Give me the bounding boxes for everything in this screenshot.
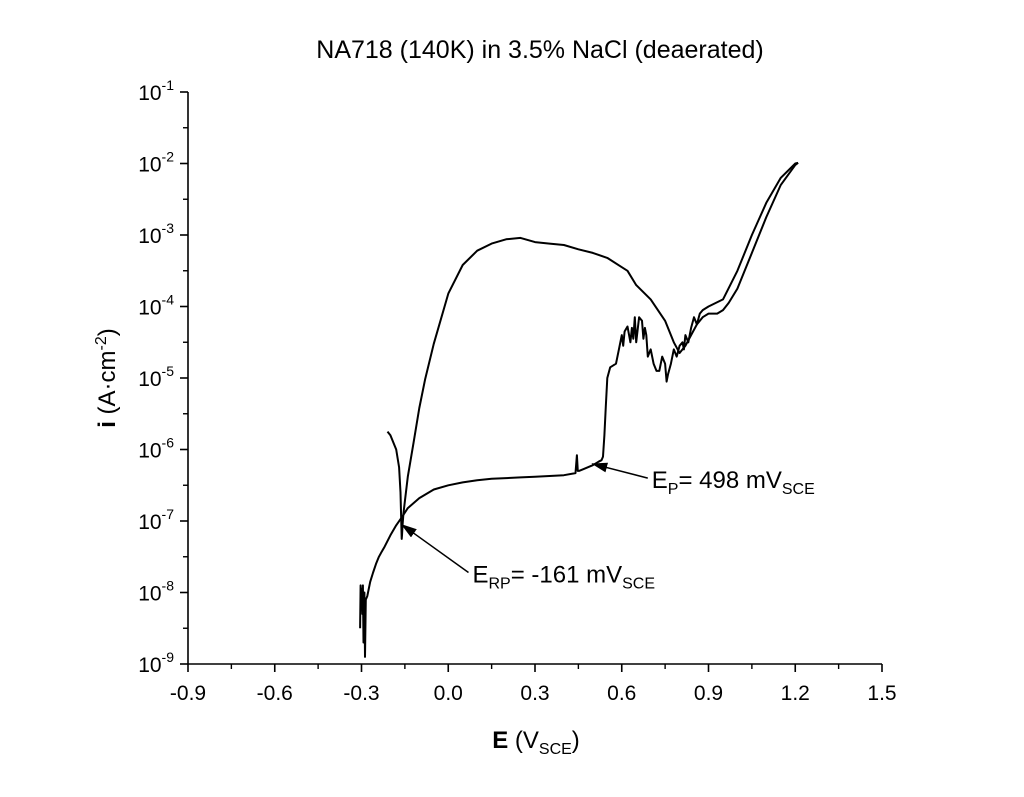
y-tick-label: 10-9 [138,649,174,677]
x-tick-label: 0.0 [434,682,463,705]
x-tick-label: -0.6 [257,682,293,705]
x-ticks: -0.9 -0.6 -0.3 0.0 0.3 0.6 0.9 1.2 1.5 [170,664,897,705]
annotation-arrow [400,523,469,574]
y-tick-label: 10-5 [138,363,174,391]
y-tick-base: 10 [138,154,161,177]
y-tick-base: 10 [138,511,161,534]
y-tick-label: 10-3 [138,220,174,248]
annotation-label: ERP= -161 mVSCE [472,561,655,592]
y-tick-base: 10 [138,583,161,606]
chart-title: NA718 (140K) in 3.5% NaCl (deaerated) [316,36,763,64]
y-tick-exponent: -3 [162,220,175,236]
y-tick-exponent: -9 [162,649,175,665]
x-tick-label: -0.9 [170,682,206,705]
x-tick-label: 0.3 [520,682,549,705]
y-tick-label: 10-8 [138,578,174,606]
y-tick-base: 10 [138,654,161,677]
annotation-arrow [591,462,648,479]
y-tick-label: 10-4 [138,292,174,320]
x-tick-label: 1.2 [781,682,810,705]
series-line-1 [359,161,799,658]
annotation-label: EP= 498 mVSCE [652,467,815,498]
y-tick-exponent: -7 [162,506,175,522]
x-tick-label: -0.3 [343,682,379,705]
x-axis-label: E (VSCE) [492,727,580,758]
x-tick-label: 1.5 [867,682,896,705]
y-tick-exponent: -8 [162,578,175,594]
y-tick-base: 10 [138,82,161,105]
y-tick-base: 10 [138,440,161,463]
y-tick-base: 10 [138,225,161,248]
y-tick-exponent: -6 [162,435,175,451]
y-tick-exponent: -1 [162,77,175,93]
y-tick-label: 10-7 [138,506,174,534]
y-tick-label: 10-1 [138,77,174,105]
x-tick-label: 0.9 [694,682,723,705]
y-ticks: 10-910-810-710-610-510-410-310-210-1 [138,77,188,677]
y-tick-exponent: -5 [162,363,175,379]
y-tick-exponent: -2 [162,149,175,165]
x-tick-label: 0.6 [607,682,636,705]
annotations: EP= 498 mVSCE ERP= -161 mVSCE [400,462,815,592]
y-tick-label: 10-2 [138,149,174,177]
y-axis-label: i (A·cm-2) [93,328,121,428]
y-tick-base: 10 [138,368,161,391]
y-tick-label: 10-6 [138,435,174,463]
y-tick-exponent: -4 [162,292,175,308]
y-tick-base: 10 [138,297,161,320]
